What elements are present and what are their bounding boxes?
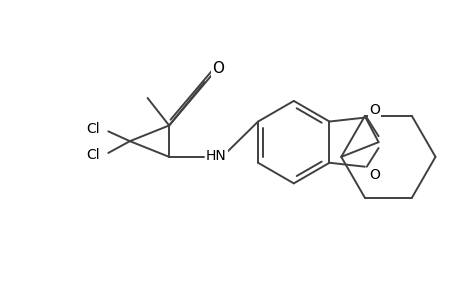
Text: O: O [212, 61, 224, 76]
Text: O: O [369, 167, 379, 182]
Text: HN: HN [206, 149, 226, 163]
Text: O: O [369, 103, 379, 117]
Text: Cl: Cl [85, 148, 99, 162]
Text: Cl: Cl [85, 122, 99, 136]
